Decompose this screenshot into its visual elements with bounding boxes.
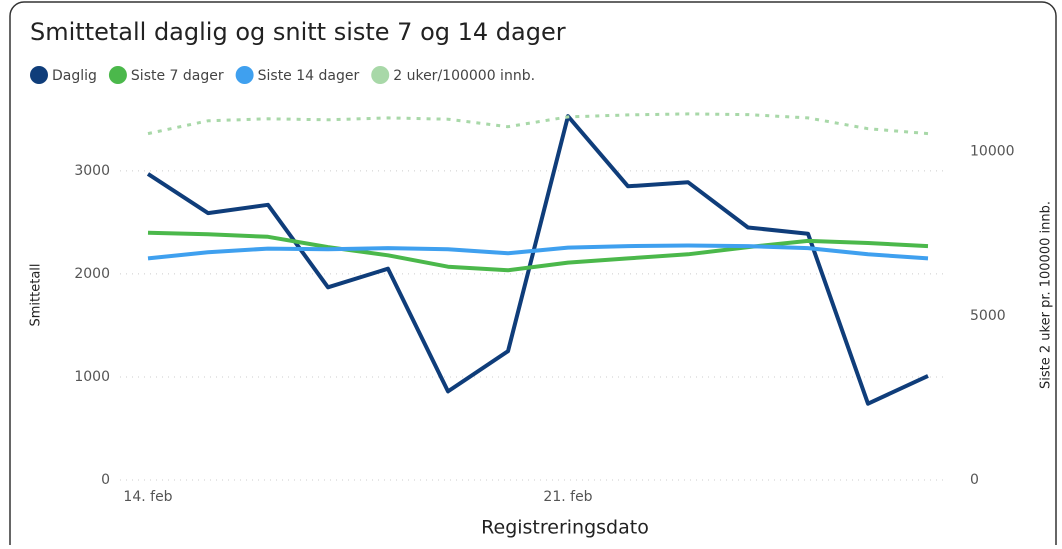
- y2-tick-label: 5000: [970, 308, 1006, 324]
- series-line: [147, 230, 929, 273]
- y-tick-label: 0: [101, 472, 110, 488]
- legend-label: Siste 7 dager: [131, 68, 224, 84]
- legend-marker: [108, 66, 127, 84]
- legend-marker: [235, 66, 254, 84]
- y2-tick-label: 10000: [970, 144, 1015, 160]
- legend-marker: [371, 66, 390, 84]
- chart-title: Smittetall daglig og snitt siste 7 og 14…: [30, 18, 566, 46]
- y-tick-label: 2000: [74, 266, 110, 282]
- legend-label: Daglig: [52, 68, 97, 84]
- x-tick-label: 14. feb: [123, 489, 172, 505]
- x-axis-title: Registreringsdato: [481, 517, 649, 539]
- y2-axis-title: Siste 2 uker pr. 100000 innb.: [1039, 201, 1054, 389]
- legend-label: Siste 14 dager: [258, 68, 360, 84]
- series-line: [147, 243, 929, 261]
- frame: [9, 1, 1057, 549]
- y-tick-label: 1000: [74, 369, 110, 385]
- series-line: [147, 112, 929, 136]
- legend-marker: [30, 66, 48, 84]
- y-tick-label: 3000: [74, 163, 110, 179]
- legend-label: 2 uker/100000 innb.: [393, 68, 535, 84]
- x-tick-label: 21. feb: [543, 489, 592, 505]
- y2-tick-label: 0: [970, 472, 979, 488]
- y-axis-title: Smittetall: [29, 263, 44, 326]
- legend: Daglig Siste 7 dager Siste 14 dager 2 uker/…: [30, 66, 535, 84]
- series-line: [146, 114, 929, 406]
